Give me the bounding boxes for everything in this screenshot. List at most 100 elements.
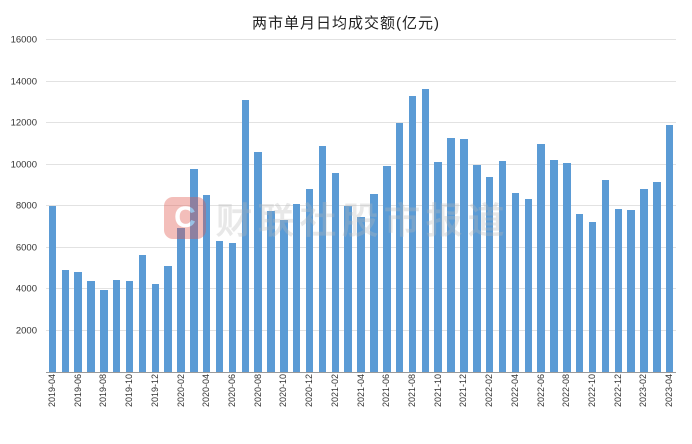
bar-slot: [59, 40, 72, 372]
x-tick-label: 2023-04: [664, 374, 675, 408]
bar-slot: [252, 40, 265, 372]
chart-title: 两市单月日均成交额(亿元): [252, 15, 440, 32]
x-tick-slot: [470, 374, 483, 442]
y-tick-label: 10000: [10, 159, 37, 170]
bar-2021-08: [408, 96, 417, 372]
bar-slot: [560, 40, 573, 372]
x-tick-slot: 2021-10: [432, 374, 445, 442]
x-axis: 2019-04 2019-06 2019-08 2019-10 2019-12 2020-…: [46, 374, 676, 442]
bar-2020-02: [177, 227, 185, 372]
x-tick-slot: [445, 374, 458, 442]
bar-slot: [599, 40, 612, 372]
bar-slot: [380, 40, 393, 372]
bar-slot: [496, 40, 509, 372]
x-tick-label: 2020-02: [175, 374, 186, 408]
gridline: [46, 80, 676, 82]
bar-slot: [650, 40, 663, 372]
bar-2020-05: [215, 241, 224, 372]
y-tick-label: 12000: [10, 117, 37, 129]
x-tick-label: 2022-02: [484, 374, 495, 408]
y-tick-label: 6000: [15, 242, 37, 253]
gridline: [46, 205, 676, 206]
bar-slot: [239, 40, 252, 372]
bar-slot: [175, 40, 188, 372]
x-tick-slot: 2022-06: [535, 374, 548, 442]
bar-2019-06: [74, 272, 82, 372]
y-tick-label: 16000: [10, 34, 37, 46]
y-tick-label: 2000: [15, 325, 37, 336]
bar-slot: [625, 40, 638, 372]
bar-2019-12: [151, 283, 160, 372]
bar-slot: [316, 40, 329, 372]
x-tick-slot: [573, 374, 586, 442]
bar-slot: [290, 40, 303, 372]
bar-2021-12: [460, 138, 468, 372]
x-tick-slot: 2021-06: [380, 374, 393, 442]
bar-2020-07: [241, 100, 250, 372]
x-tick-label: 2022-08: [561, 374, 572, 408]
bar-slot: [329, 40, 342, 372]
gridline: [46, 39, 676, 40]
bar-2020-11: [293, 203, 301, 372]
bar-slot: [458, 40, 471, 372]
bar-2021-03: [344, 206, 352, 372]
bar-slot: [535, 40, 548, 372]
bar-slot: [149, 40, 162, 372]
x-tick-slot: 2023-04: [663, 374, 676, 442]
bar-2022-06: [537, 143, 545, 372]
bar-2020-06: [228, 243, 237, 372]
x-tick-label: 2019-04: [46, 374, 57, 408]
bar-2022-03: [498, 161, 507, 372]
bar-slot: [483, 40, 496, 372]
x-tick-slot: 2022-12: [612, 374, 625, 442]
bar-slot: [432, 40, 445, 372]
y-axis: 2000 4000 6000 8000 10000 12000 14000 16000: [0, 35, 42, 372]
bar-2020-09: [267, 211, 275, 372]
bar-slot: [72, 40, 85, 372]
x-tick-label: 2021-06: [381, 374, 392, 408]
bar-slot: [277, 40, 290, 372]
bar-2021-10: [434, 162, 442, 372]
y-tick-label: 4000: [15, 283, 37, 295]
x-tick-label: 2019-10: [124, 374, 135, 408]
bar-slot: [162, 40, 175, 372]
x-tick-label: 2021-04: [355, 374, 366, 408]
x-tick-label: 2021-12: [458, 374, 469, 408]
bar-2023-01: [627, 210, 635, 372]
bar-slot: [136, 40, 149, 372]
x-tick-slot: [265, 374, 278, 442]
x-tick-slot: 2022-04: [509, 374, 522, 442]
bar-2022-01: [473, 164, 481, 372]
x-tick-slot: [599, 374, 612, 442]
bar-slot: [342, 40, 355, 372]
x-tick-label: 2019-06: [72, 374, 83, 408]
x-tick-label: 2022-06: [535, 374, 546, 408]
bar-2019-09: [113, 279, 121, 372]
x-tick-slot: [162, 374, 175, 442]
x-tick-slot: 2019-06: [72, 374, 85, 442]
x-tick-slot: [625, 374, 638, 442]
x-tick-label: 2020-08: [252, 374, 263, 408]
bar-slot: [187, 40, 200, 372]
bar-2019-10: [125, 280, 134, 372]
x-tick-label: 2021-08: [406, 374, 417, 408]
x-tick-slot: 2021-12: [458, 374, 471, 442]
bar-2020-12: [305, 189, 314, 372]
bar-slot: [123, 40, 136, 372]
bar-slot: [303, 40, 316, 372]
bar-slot: [522, 40, 535, 372]
x-tick-label: 2020-12: [304, 374, 315, 408]
x-tick-slot: [59, 374, 72, 442]
x-tick-slot: [316, 374, 329, 442]
x-tick-label: 2021-02: [329, 374, 340, 408]
x-tick-slot: [136, 374, 149, 442]
bar-2019-07: [87, 280, 95, 372]
x-tick-slot: 2021-02: [329, 374, 342, 442]
bar-2022-09: [575, 214, 584, 372]
bar-slot: [97, 40, 110, 372]
x-tick-slot: [650, 374, 663, 442]
bar-2022-10: [588, 221, 597, 372]
bar-slot: [355, 40, 368, 372]
x-tick-label: 2019-12: [149, 374, 160, 408]
